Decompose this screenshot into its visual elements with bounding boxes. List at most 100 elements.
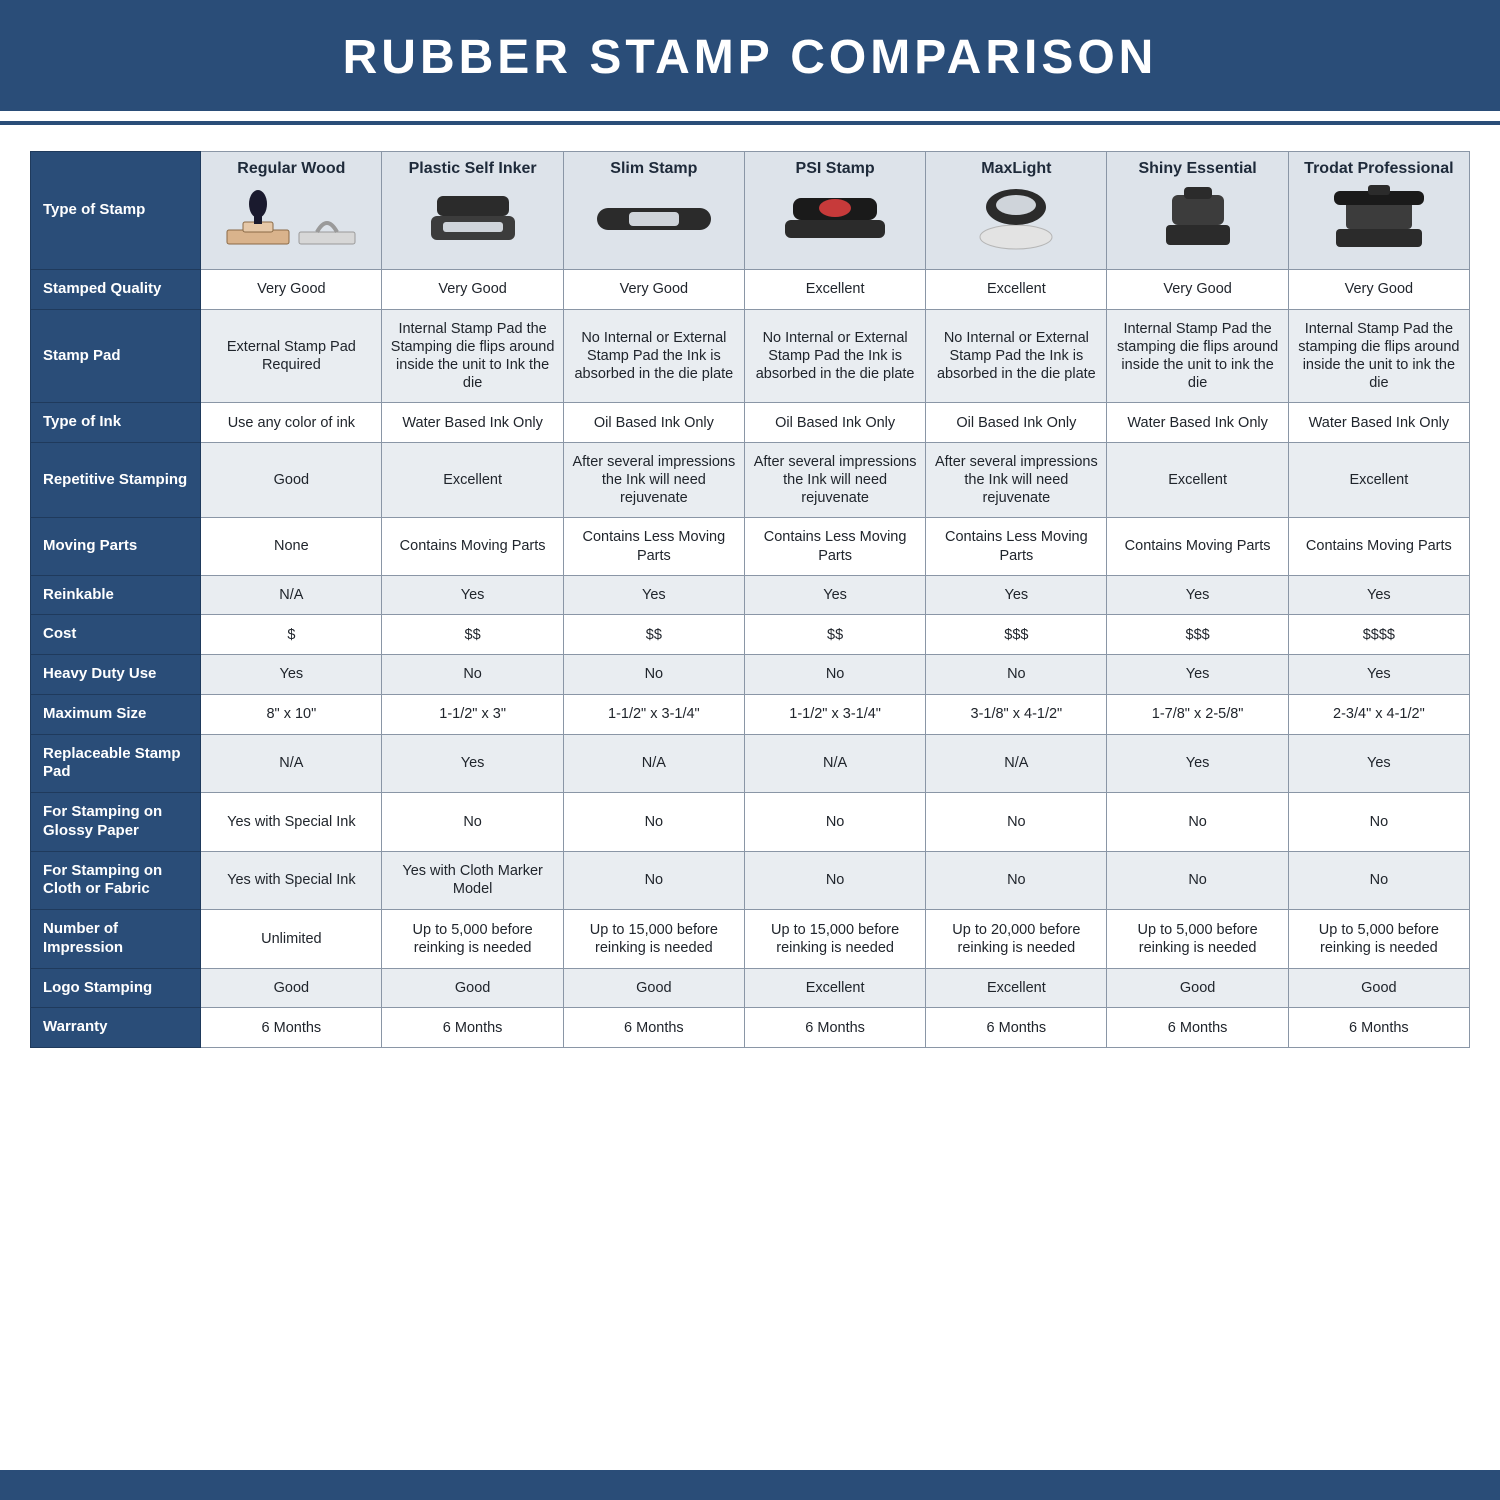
cell: No Internal or External Stamp Pad the In… (926, 309, 1107, 403)
cell: N/A (563, 734, 744, 793)
cell: Yes with Cloth Marker Model (382, 851, 563, 910)
cell: 6 Months (382, 1008, 563, 1048)
cell: Yes (1107, 734, 1288, 793)
cell: Yes (563, 575, 744, 615)
table-row: Number of ImpressionUnlimitedUp to 5,000… (31, 910, 1470, 969)
row-header-moving_parts: Moving Parts (31, 518, 201, 575)
col-header-trodat-professional: Trodat Professional (1288, 152, 1469, 270)
col-header-psi-stamp: PSI Stamp (744, 152, 925, 270)
cell: No (744, 851, 925, 910)
cell: Contains Moving Parts (1288, 518, 1469, 575)
col-header-regular-wood: Regular Wood (201, 152, 382, 270)
cell: Contains Less Moving Parts (926, 518, 1107, 575)
col-header-plastic-self-inker: Plastic Self Inker (382, 152, 563, 270)
shiny-essential-icon (1113, 182, 1281, 254)
row-header-cloth_fabric: For Stamping on Cloth or Fabric (31, 851, 201, 910)
table-row: Cost$$$$$$$$$$$$$$$$$ (31, 615, 1470, 655)
cell: Very Good (563, 270, 744, 310)
cell: Excellent (926, 968, 1107, 1008)
cell: Contains Moving Parts (1107, 518, 1288, 575)
header-row: Type of Stamp Regular Wood (31, 152, 1470, 270)
cell: Good (201, 968, 382, 1008)
cell: Yes (382, 575, 563, 615)
cell: Good (1288, 968, 1469, 1008)
cell: Internal Stamp Pad the stamping die flip… (1107, 309, 1288, 403)
col-label: Plastic Self Inker (388, 160, 556, 178)
comparison-table-wrap: Type of Stamp Regular Wood (0, 117, 1500, 1470)
cell: No (926, 655, 1107, 695)
cell: 8" x 10" (201, 694, 382, 734)
cell: Yes (1288, 575, 1469, 615)
table-row: Repetitive StampingGoodExcellentAfter se… (31, 443, 1470, 518)
col-label: MaxLight (932, 160, 1100, 178)
col-header-shiny-essential: Shiny Essential (1107, 152, 1288, 270)
cell: 1-1/2" x 3-1/4" (563, 694, 744, 734)
page-title: RUBBER STAMP COMPARISON (0, 0, 1500, 117)
cell: No (563, 793, 744, 852)
cell: 6 Months (1288, 1008, 1469, 1048)
cell: Very Good (382, 270, 563, 310)
col-label: Regular Wood (207, 160, 375, 178)
cell: Yes (744, 575, 925, 615)
cell: Yes (1107, 575, 1288, 615)
cell: No Internal or External Stamp Pad the In… (563, 309, 744, 403)
cell: Good (201, 443, 382, 518)
cell: Internal Stamp Pad the stamping die flip… (1288, 309, 1469, 403)
cell: No Internal or External Stamp Pad the In… (744, 309, 925, 403)
cell: 1-7/8" x 2-5/8" (1107, 694, 1288, 734)
row-header-cost: Cost (31, 615, 201, 655)
cell: Very Good (201, 270, 382, 310)
row-header-type_of_ink: Type of Ink (31, 403, 201, 443)
cell: Very Good (1288, 270, 1469, 310)
cell: Up to 15,000 before reinking is needed (563, 910, 744, 969)
table-row: Stamped QualityVery GoodVery GoodVery Go… (31, 270, 1470, 310)
table-row: For Stamping on Cloth or Fabric Yes with … (31, 851, 1470, 910)
table-row: Type of InkUse any color of inkWater Bas… (31, 403, 1470, 443)
cell: 6 Months (1107, 1008, 1288, 1048)
cell: Yes (926, 575, 1107, 615)
row-header-replaceable_pad: Replaceable Stamp Pad (31, 734, 201, 793)
cell: 1-1/2" x 3-1/4" (744, 694, 925, 734)
cell: Yes (1288, 734, 1469, 793)
self-inker-icon (388, 182, 556, 254)
cell: Yes with Special Ink (201, 793, 382, 852)
cell: 6 Months (563, 1008, 744, 1048)
cell: Excellent (744, 270, 925, 310)
cell: Contains Moving Parts (382, 518, 563, 575)
cell: External Stamp Pad Required (201, 309, 382, 403)
cell: Good (1107, 968, 1288, 1008)
cell: N/A (926, 734, 1107, 793)
row-header-repetitive_stamping: Repetitive Stamping (31, 443, 201, 518)
cell: Up to 5,000 before reinking is needed (1288, 910, 1469, 969)
cell: Excellent (1288, 443, 1469, 518)
col-header-slim-stamp: Slim Stamp (563, 152, 744, 270)
table-row: Logo StampingGoodGoodGoodExcellentExcell… (31, 968, 1470, 1008)
cell: 6 Months (201, 1008, 382, 1048)
trodat-pro-icon (1295, 182, 1463, 254)
cell: Up to 15,000 before reinking is needed (744, 910, 925, 969)
col-label: PSI Stamp (751, 160, 919, 178)
cell: N/A (201, 575, 382, 615)
row-header-heavy_duty: Heavy Duty Use (31, 655, 201, 695)
cell: No (563, 851, 744, 910)
table-row: Moving PartsNoneContains Moving PartsCon… (31, 518, 1470, 575)
cell: Water Based Ink Only (1288, 403, 1469, 443)
cell: No (1107, 851, 1288, 910)
cell: No (926, 851, 1107, 910)
cell: Yes (201, 655, 382, 695)
row-header-warranty: Warranty (31, 1008, 201, 1048)
cell: Up to 5,000 before reinking is needed (1107, 910, 1288, 969)
cell: Up to 20,000 before reinking is needed (926, 910, 1107, 969)
cell: $ (201, 615, 382, 655)
cell: Water Based Ink Only (382, 403, 563, 443)
cell: Contains Less Moving Parts (744, 518, 925, 575)
cell: Excellent (382, 443, 563, 518)
row-header-stamped_quality: Stamped Quality (31, 270, 201, 310)
cell: Excellent (1107, 443, 1288, 518)
cell: $$ (382, 615, 563, 655)
cell: Yes (1107, 655, 1288, 695)
cell: No (1288, 793, 1469, 852)
table-row: Warranty6 Months6 Months6 Months6 Months… (31, 1008, 1470, 1048)
cell: Internal Stamp Pad the Stamping die flip… (382, 309, 563, 403)
cell: $$ (563, 615, 744, 655)
